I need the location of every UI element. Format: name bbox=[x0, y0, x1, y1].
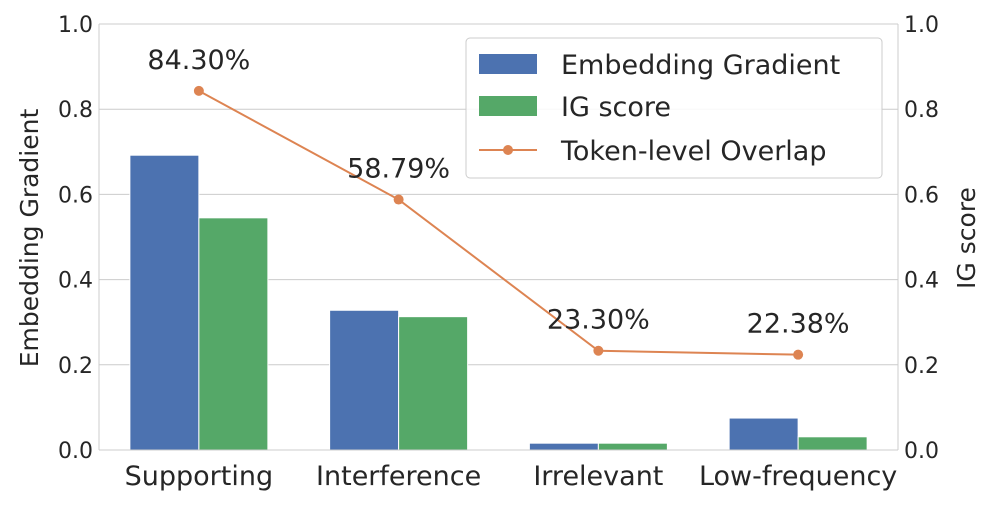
point-3 bbox=[793, 349, 804, 360]
right-axis-title: IG score bbox=[952, 187, 981, 289]
legend-label-2: Token-level Overlap bbox=[560, 136, 826, 167]
right-tick-label-2: 0.4 bbox=[904, 269, 939, 294]
left-tick-label-1: 0.2 bbox=[58, 354, 93, 379]
data-label-3: 22.38% bbox=[747, 309, 850, 340]
category-labels: Supporting Interference Irrelevant Low-freq… bbox=[125, 461, 898, 492]
data-label-0: 84.30% bbox=[147, 45, 250, 76]
bar-embedding-gradient-1 bbox=[329, 309, 400, 451]
point-1 bbox=[393, 194, 404, 205]
axes-frame bbox=[98, 23, 899, 451]
legend-swatch-1 bbox=[479, 96, 537, 116]
bar-embedding-gradient-3 bbox=[728, 417, 799, 451]
left-tick-label-2: 0.4 bbox=[58, 269, 93, 294]
bar-ig-score-1 bbox=[398, 316, 469, 451]
left-tick-label-4: 0.8 bbox=[58, 98, 93, 123]
point-2 bbox=[593, 345, 604, 356]
bar-ig-score-0 bbox=[198, 217, 269, 451]
legend-box bbox=[465, 37, 883, 179]
overlap-line bbox=[193, 85, 804, 360]
category-label-1: Interference bbox=[316, 461, 481, 492]
legend-swatch-0 bbox=[479, 54, 537, 74]
bars bbox=[129, 154, 868, 451]
left-axis-title: Embedding Gradient bbox=[15, 109, 44, 368]
category-label-0: Supporting bbox=[125, 461, 274, 492]
left-tick-label-5: 1.0 bbox=[58, 13, 93, 38]
line-token-level-overlap bbox=[198, 90, 799, 356]
right-tick-label-5: 1.0 bbox=[904, 13, 939, 38]
bar-embedding-gradient-2 bbox=[528, 442, 599, 451]
point-0 bbox=[193, 85, 204, 96]
legend: Embedding Gradient IG score Token-level Ov… bbox=[465, 37, 883, 179]
left-tick-label-3: 0.6 bbox=[58, 183, 93, 208]
data-label-2: 23.30% bbox=[547, 305, 650, 336]
right-tick-label-4: 0.8 bbox=[904, 98, 939, 123]
right-tick-label-1: 0.2 bbox=[904, 354, 939, 379]
bar-ig-score-2 bbox=[597, 442, 668, 451]
category-label-2: Irrelevant bbox=[533, 461, 663, 492]
legend-swatch-marker-2 bbox=[503, 145, 513, 155]
data-labels: 84.30% 58.79% 23.30% 22.38% bbox=[147, 45, 849, 340]
right-tick-label-3: 0.6 bbox=[904, 183, 939, 208]
bar-embedding-gradient-0 bbox=[129, 154, 200, 451]
bar-ig-score-3 bbox=[797, 436, 868, 451]
right-y-ticks: 0.0 0.2 0.4 0.6 0.8 1.0 bbox=[904, 13, 939, 464]
left-tick-label-0: 0.0 bbox=[58, 439, 93, 464]
category-label-3: Low-frequency bbox=[699, 461, 897, 492]
legend-label-0: Embedding Gradient bbox=[561, 50, 840, 81]
left-y-ticks: 0.0 0.2 0.4 0.6 0.8 1.0 bbox=[58, 13, 93, 464]
legend-label-1: IG score bbox=[561, 92, 671, 123]
data-label-1: 58.79% bbox=[347, 154, 450, 185]
right-tick-label-0: 0.0 bbox=[904, 439, 939, 464]
